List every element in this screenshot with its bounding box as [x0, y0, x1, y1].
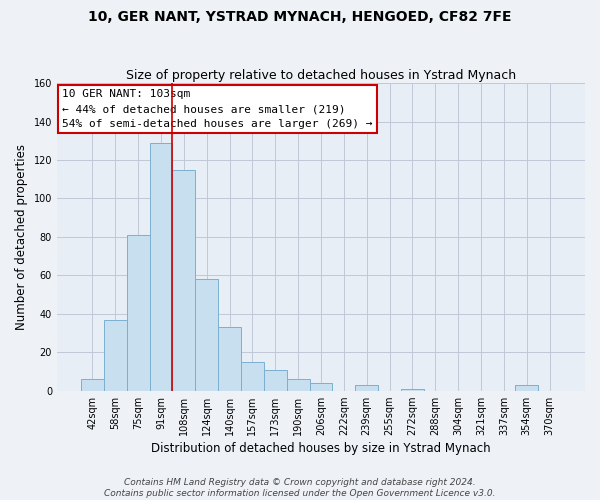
Bar — [355, 385, 378, 390]
Bar — [81, 379, 104, 390]
Bar — [218, 328, 241, 390]
Text: 10, GER NANT, YSTRAD MYNACH, HENGOED, CF82 7FE: 10, GER NANT, YSTRAD MYNACH, HENGOED, CF… — [88, 10, 512, 24]
Text: Contains HM Land Registry data © Crown copyright and database right 2024.
Contai: Contains HM Land Registry data © Crown c… — [104, 478, 496, 498]
Bar — [172, 170, 195, 390]
Bar — [401, 389, 424, 390]
Bar — [127, 235, 149, 390]
Title: Size of property relative to detached houses in Ystrad Mynach: Size of property relative to detached ho… — [126, 69, 516, 82]
Bar — [264, 370, 287, 390]
Bar — [287, 379, 310, 390]
Bar — [104, 320, 127, 390]
X-axis label: Distribution of detached houses by size in Ystrad Mynach: Distribution of detached houses by size … — [151, 442, 491, 455]
Bar — [241, 362, 264, 390]
Bar — [515, 385, 538, 390]
Y-axis label: Number of detached properties: Number of detached properties — [15, 144, 28, 330]
Bar — [149, 143, 172, 390]
Bar — [310, 383, 332, 390]
Bar — [195, 279, 218, 390]
Text: 10 GER NANT: 103sqm
← 44% of detached houses are smaller (219)
54% of semi-detac: 10 GER NANT: 103sqm ← 44% of detached ho… — [62, 90, 373, 129]
